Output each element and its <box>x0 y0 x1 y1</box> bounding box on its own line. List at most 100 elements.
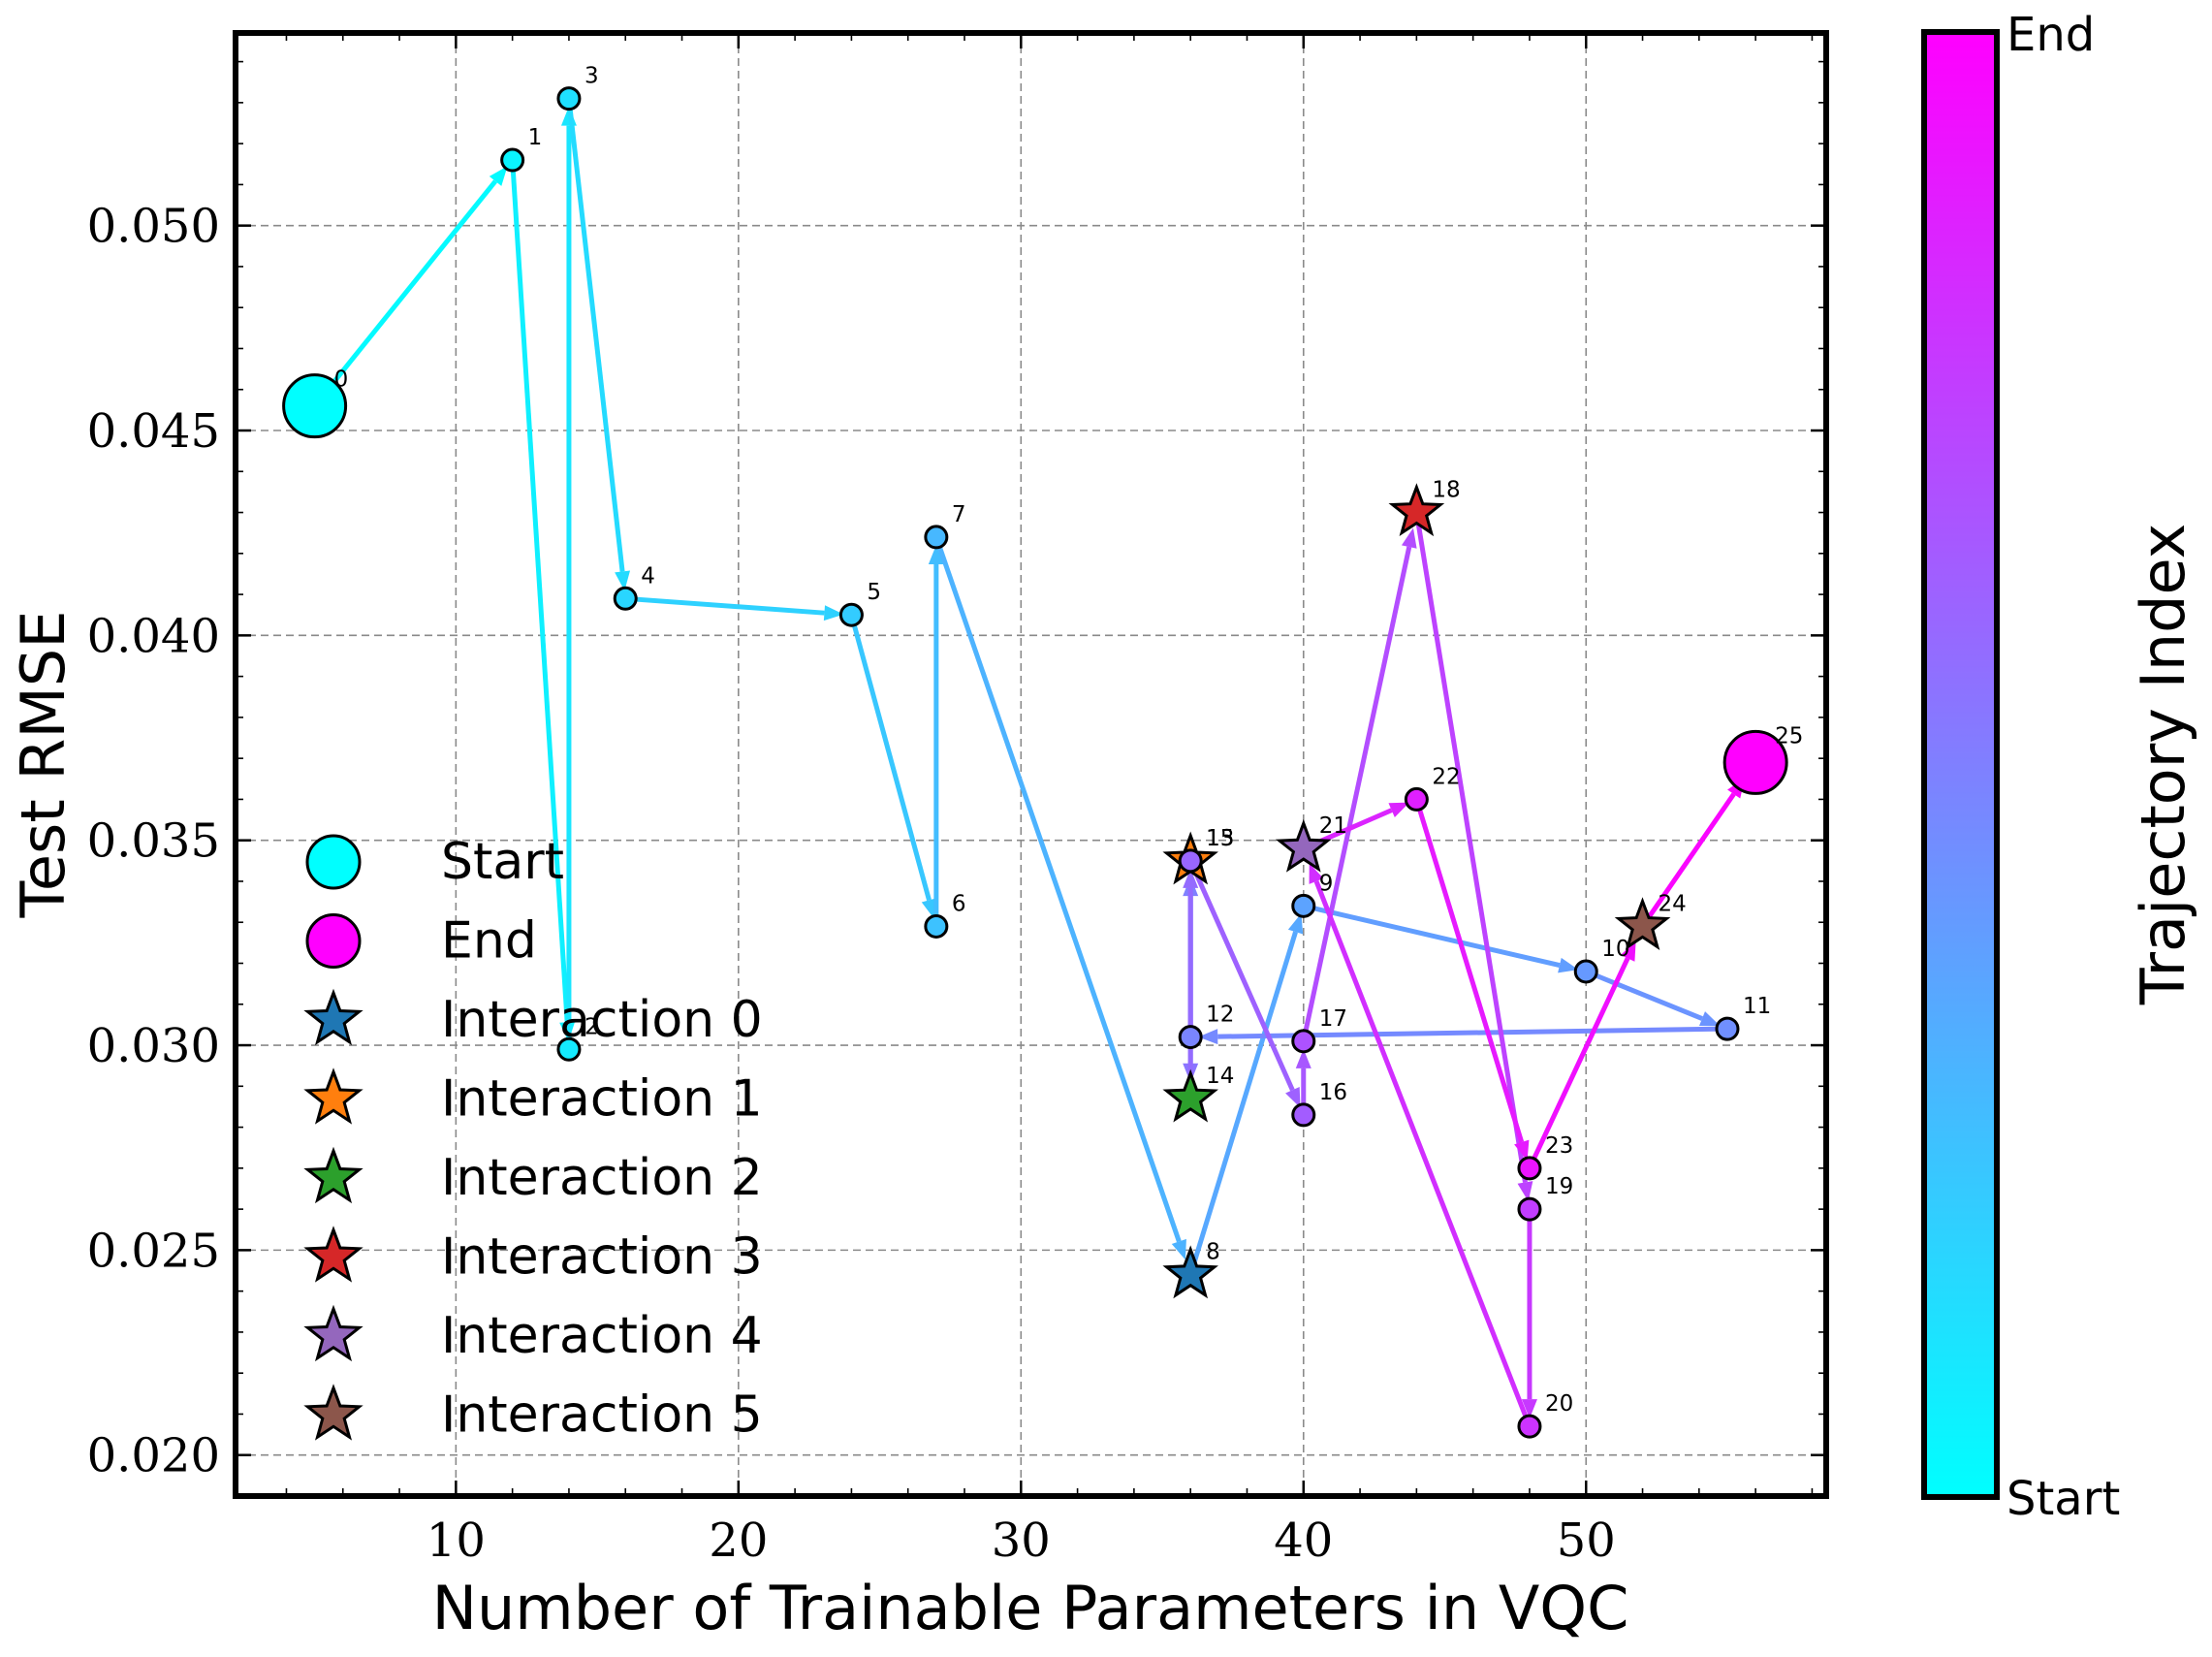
trajectory-arrow-head <box>1514 1139 1530 1162</box>
y-tick-label: 0.045 <box>87 404 220 459</box>
x-tick-label: 10 <box>427 1514 486 1568</box>
legend-label: Start <box>441 833 564 891</box>
grid <box>236 33 1826 1496</box>
trajectory-arrow-head <box>1183 868 1199 888</box>
x-tick-label: 40 <box>1274 1514 1333 1568</box>
point-index-label: 7 <box>952 502 966 527</box>
trajectory-arrow-head <box>1620 940 1636 962</box>
x-tick-label: 50 <box>1557 1514 1616 1568</box>
legend-circle-marker <box>305 913 362 969</box>
y-tick-label: 0.020 <box>87 1429 220 1483</box>
trajectory-arrow-head <box>921 898 937 919</box>
trajectory-arrow-head <box>823 605 844 621</box>
y-tick-labels: 0.020 0.025 0.030 0.035 0.040 0.045 0.050 <box>87 200 220 1483</box>
trajectory-arrow-head <box>1295 1048 1311 1068</box>
point-index-label: 8 <box>1206 1240 1220 1265</box>
trajectory-point <box>500 147 525 173</box>
point-index-label: 25 <box>1775 723 1803 749</box>
y-axis-label: Test RMSE <box>8 611 79 919</box>
interaction-star-marker <box>1275 818 1332 873</box>
point-index-label: 18 <box>1432 478 1460 503</box>
trajectory-arrow-line <box>1303 903 1561 969</box>
y-tick-label: 0.025 <box>87 1224 220 1278</box>
trajectory-arrow-line <box>933 536 1182 1243</box>
point-index-label: 5 <box>867 580 881 605</box>
point-index-label: 0 <box>334 367 349 393</box>
trajectory-markers <box>282 86 1788 1439</box>
trajectory-point <box>924 913 949 939</box>
y-tick-label: 0.035 <box>87 814 220 869</box>
point-index-label: 13 <box>1206 826 1234 851</box>
trajectory-point <box>1517 1156 1542 1181</box>
trajectory-point <box>1178 1025 1203 1050</box>
legend-label: End <box>441 912 537 971</box>
colorbar-end-label: End <box>2007 8 2095 62</box>
trajectory-arrow-head <box>1287 913 1304 935</box>
trajectory-arrow-line <box>849 614 932 902</box>
trajectory-arrow-head <box>1401 527 1417 549</box>
legend-star-marker <box>303 988 363 1046</box>
trajectory-point <box>1291 1029 1316 1054</box>
trajectory-arrow-head <box>489 166 508 186</box>
interaction-star-marker <box>1614 897 1671 950</box>
legend-label: Interaction 4 <box>441 1307 763 1365</box>
y-tick-label: 0.040 <box>87 609 220 663</box>
point-index-label: 24 <box>1659 891 1687 916</box>
trajectory-point <box>556 1036 582 1062</box>
trajectory-arrow-line <box>1413 798 1525 1143</box>
legend: Start End Interaction 0 Interaction 1 Intera… <box>303 833 763 1445</box>
point-index-label: 4 <box>641 563 655 589</box>
trajectory-arrow-line <box>1301 546 1412 1042</box>
trajectory-point <box>556 86 582 112</box>
trajectory-arrow-head <box>1521 1399 1537 1419</box>
point-index-label: 22 <box>1432 764 1460 789</box>
trajectory-arrow-head <box>1698 1011 1721 1027</box>
trajectory-arrow-head <box>1309 863 1324 884</box>
interaction-star-marker <box>1162 1245 1218 1299</box>
trajectory-point <box>924 525 949 550</box>
trajectory-point <box>1517 1414 1542 1439</box>
point-index-label: 12 <box>1206 1003 1234 1028</box>
colorbar-label: Trajectory Index <box>2128 524 2198 1006</box>
x-axis-label: Number of Trainable Parameters in VQC <box>432 1573 1629 1643</box>
colorbar-gradient <box>1921 29 2000 1500</box>
point-index-label: 10 <box>1601 937 1629 962</box>
point-index-label: 16 <box>1319 1080 1347 1105</box>
trajectory-arrow-line <box>1527 957 1630 1169</box>
legend-label: Interaction 3 <box>441 1228 763 1287</box>
trajectory-arrow-head <box>1517 1181 1533 1202</box>
trajectory-arrow-line <box>1313 880 1533 1428</box>
point-index-label: 15 <box>1206 826 1234 851</box>
colorbar: End Start Trajectory Index <box>1921 8 2198 1526</box>
trajectory-arrow-line <box>1187 859 1295 1092</box>
point-index-label: 14 <box>1206 1064 1234 1089</box>
trajectory-point <box>1573 959 1598 984</box>
trajectory-point <box>1404 786 1429 812</box>
legend-label: Interaction 2 <box>441 1149 763 1207</box>
legend-label: Interaction 0 <box>441 991 763 1049</box>
plot-frame <box>233 30 1829 1499</box>
point-index-label: 9 <box>1319 871 1334 896</box>
trajectory-arrow-line <box>510 159 570 1023</box>
trajectory-arrow-head <box>1285 1087 1301 1108</box>
point-index-label: 11 <box>1743 994 1771 1019</box>
point-index-label: 17 <box>1319 1006 1347 1032</box>
trajectory-arrow-line <box>1187 931 1298 1276</box>
trajectory-arrow-line <box>1585 969 1703 1021</box>
point-index-label: 6 <box>952 891 966 916</box>
point-index-labels: 0123456789101112131415161718192021222324… <box>334 64 1804 1418</box>
trajectory-arrow-line <box>1413 512 1528 1183</box>
y-tick-label: 0.050 <box>87 200 220 254</box>
interaction-star-marker <box>1162 1068 1218 1123</box>
point-index-label: 3 <box>585 64 599 89</box>
y-tick-label: 0.030 <box>87 1019 220 1073</box>
legend-star-marker <box>303 1226 363 1283</box>
legend-circle-marker <box>305 834 362 890</box>
point-index-label: 2 <box>585 1014 599 1039</box>
trajectory-point <box>1291 1102 1316 1128</box>
trajectory-arrow-head <box>615 570 631 591</box>
trajectory-arrow-head <box>1388 802 1409 817</box>
point-index-label: 1 <box>528 125 543 150</box>
